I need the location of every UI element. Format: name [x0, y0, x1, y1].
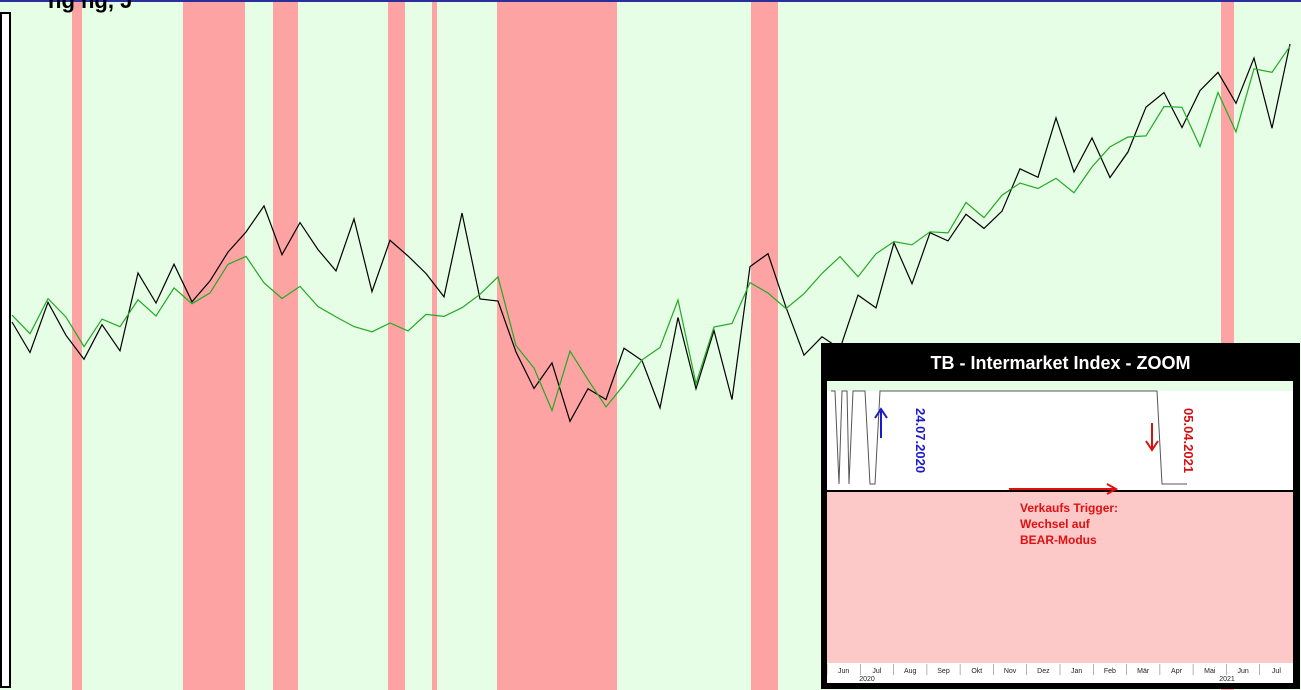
bear-zone-0 [72, 2, 82, 690]
indicator-line [831, 390, 1187, 485]
bear-zone-4 [432, 2, 437, 690]
inset-month-tick: Aug [904, 668, 917, 675]
inset-chart: Jun Jul Aug Sep Okt Nov Dez Jan Feb Mär Apr Mai Jun J… [827, 381, 1293, 683]
inset-month-tick: Dez [1037, 668, 1050, 675]
header-fragment: ng ng, J [48, 0, 133, 13]
inset-month-tick: Okt [971, 668, 982, 675]
index-line-green [11, 45, 1291, 413]
index-line-black [11, 43, 1291, 423]
bear-zone-3 [388, 2, 405, 690]
inset-bear-area [827, 491, 1293, 663]
trigger-arrow [1009, 483, 1119, 495]
inset-month-tick: Nov [1004, 668, 1017, 675]
trigger-line-2: Wechsel auf [1020, 517, 1090, 531]
inset-month-tick: Jan [1071, 668, 1082, 675]
inset-axis-ticks: Jun Jul Aug Sep Okt Nov Dez Jan Feb Mär Apr Mai Jun J… [827, 664, 1281, 683]
inset-month-tick: Apr [1171, 668, 1183, 675]
inset-year-label: 2021 [1219, 676, 1235, 683]
sell-date-label: 05.04.2021 [1181, 408, 1196, 474]
left-axis-strip [0, 12, 11, 688]
inset-month-tick: Feb [1104, 668, 1116, 675]
trigger-label: Verkaufs Trigger: Wechsel auf BEAR-Modus [1020, 500, 1160, 548]
bear-zone-2 [273, 2, 298, 690]
inset-month-tick: Jul [1272, 668, 1281, 675]
buy-date-label: 24.07.2020 [913, 408, 928, 474]
bear-zone-6 [751, 2, 778, 690]
inset-bull-area [827, 381, 1293, 491]
inset-month-tick: Sep [937, 668, 950, 675]
inset-year-label: 2020 [859, 676, 875, 683]
inset-month-tick: Jun [1237, 668, 1248, 675]
sell-arrow [1145, 423, 1159, 452]
bear-zone-5 [497, 2, 617, 690]
price-lines [11, 43, 1291, 423]
inset-month-tick: Jul [872, 668, 881, 675]
inset-month-tick: Jun [838, 668, 849, 675]
bear-zone-1 [183, 2, 245, 690]
inset-title: TB - Intermarket Index - ZOOM [930, 353, 1191, 373]
inset-month-tick: Mär [1137, 668, 1150, 675]
buy-arrow [874, 407, 888, 438]
inset-month-tick: Mai [1204, 668, 1216, 675]
inset-top-band [827, 381, 1293, 391]
trigger-line-3: BEAR-Modus [1020, 533, 1097, 547]
trigger-line-1: Verkaufs Trigger: [1020, 501, 1119, 515]
zoom-inset: TB - Intermarket Index - ZOOM Jun Jul Aug S… [821, 343, 1300, 689]
